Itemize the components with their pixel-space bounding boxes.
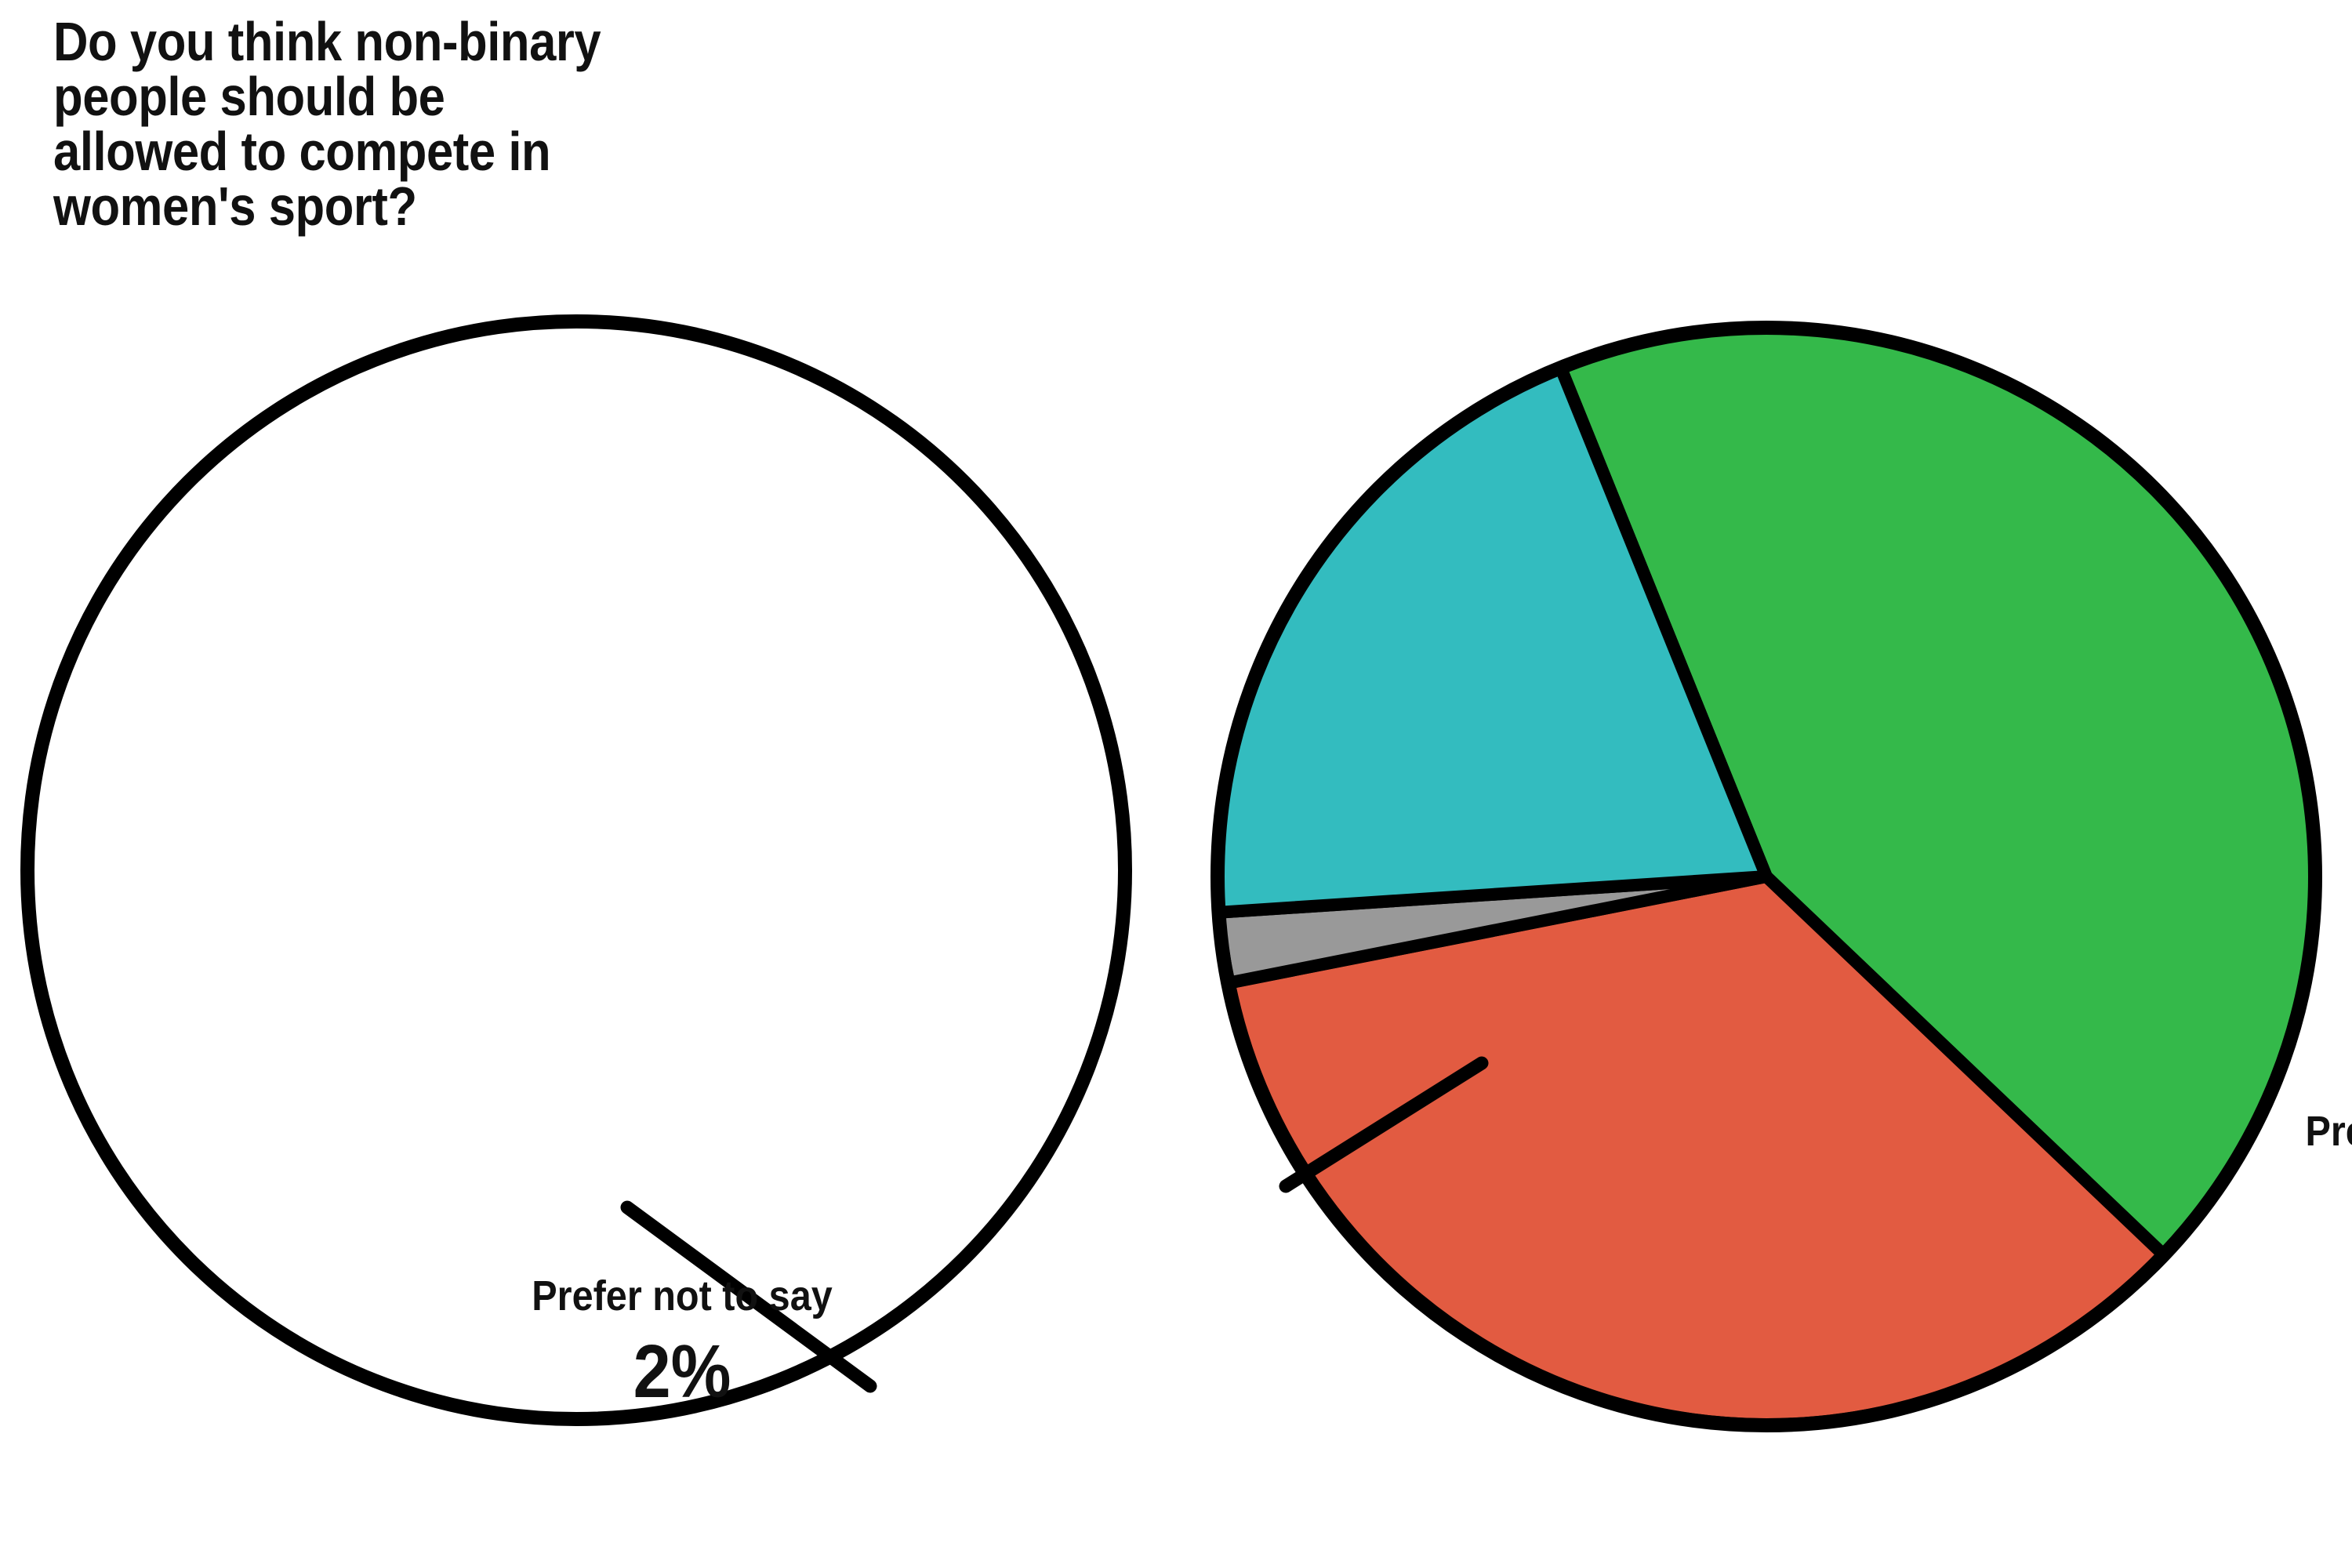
callout-prefer-not-to-say: Prefer not to say 5%	[2245, 1098, 2352, 1300]
pie-geometry-transgender-women	[1210, 321, 2322, 1432]
slice-label-unsure: UNSURE 30%	[283, 1029, 517, 1205]
chart-panel-non-binary: Do you think non-binary people should be…	[20, 11, 1132, 1426]
callout-prefer-not-to-say-value: 5%	[2245, 1212, 2352, 1287]
pie-geometry-non-binary	[20, 314, 1132, 1426]
slice-label-yes-category: YES	[528, 551, 641, 621]
page-title-non-binary: Do you think non-binary people should be…	[53, 11, 601, 237]
slice-label-unsure-value: 30%	[315, 1098, 485, 1203]
pie-chart-non-binary	[20, 314, 1132, 1426]
slice-label-unsure-category: UNSURE	[283, 1033, 517, 1103]
slice-label-yes: YES 52%	[500, 547, 669, 723]
leader-line-prefer-not-to-say	[1279, 1056, 1489, 1193]
chart-panel-transgender-women: Do you think transgender women should be…	[1176, 0, 2352, 1568]
callout-prefer-not-to-say: Prefer not to say 2%	[485, 1262, 880, 1422]
callout-prefer-not-to-say-text: Prefer not to say	[532, 1272, 833, 1319]
slice-label-no: NO 16%	[802, 947, 971, 1123]
slice-label-yes-value: 52%	[499, 616, 669, 720]
callout-prefer-not-to-say-text: Prefer not to say	[2305, 1108, 2352, 1155]
leader-line-prefer-not-to-say	[620, 1200, 877, 1393]
slice-label-no-category: NO	[844, 951, 928, 1021]
slice-label-no-value: 16%	[801, 1016, 971, 1120]
callout-prefer-not-to-say-value: 2%	[633, 1330, 731, 1414]
